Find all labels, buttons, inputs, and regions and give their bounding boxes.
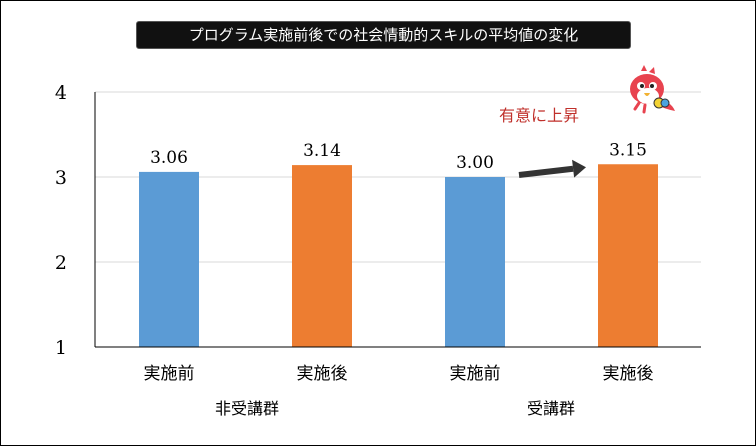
significance-annotation: 有意に上昇 [499,106,579,125]
data-label: 3.00 [456,153,494,173]
y-tick-label: 2 [55,252,67,274]
y-tick-label: 1 [55,337,67,359]
x-category-label: 実施前 [450,364,501,384]
data-label: 3.15 [609,140,647,160]
bar [445,177,505,347]
bar [292,165,352,347]
parrot-mascot-icon [630,65,675,114]
x-category-label: 実施前 [144,364,195,384]
data-label: 3.14 [303,141,341,161]
data-label: 3.06 [150,148,188,168]
group-label: 受講群 [527,399,575,418]
chart-title: プログラム実施前後での社会情動的スキルの平均値の変化 [136,21,631,49]
bar [139,171,199,347]
group-label: 非受講群 [215,399,279,418]
y-tick-label: 3 [55,167,67,189]
x-category-label: 実施後 [603,364,654,384]
increase-arrow-shaft [518,165,574,178]
increase-arrow-head [572,159,586,178]
y-tick-label: 4 [55,82,67,104]
x-category-label: 実施後 [297,364,348,384]
bar [598,164,658,347]
